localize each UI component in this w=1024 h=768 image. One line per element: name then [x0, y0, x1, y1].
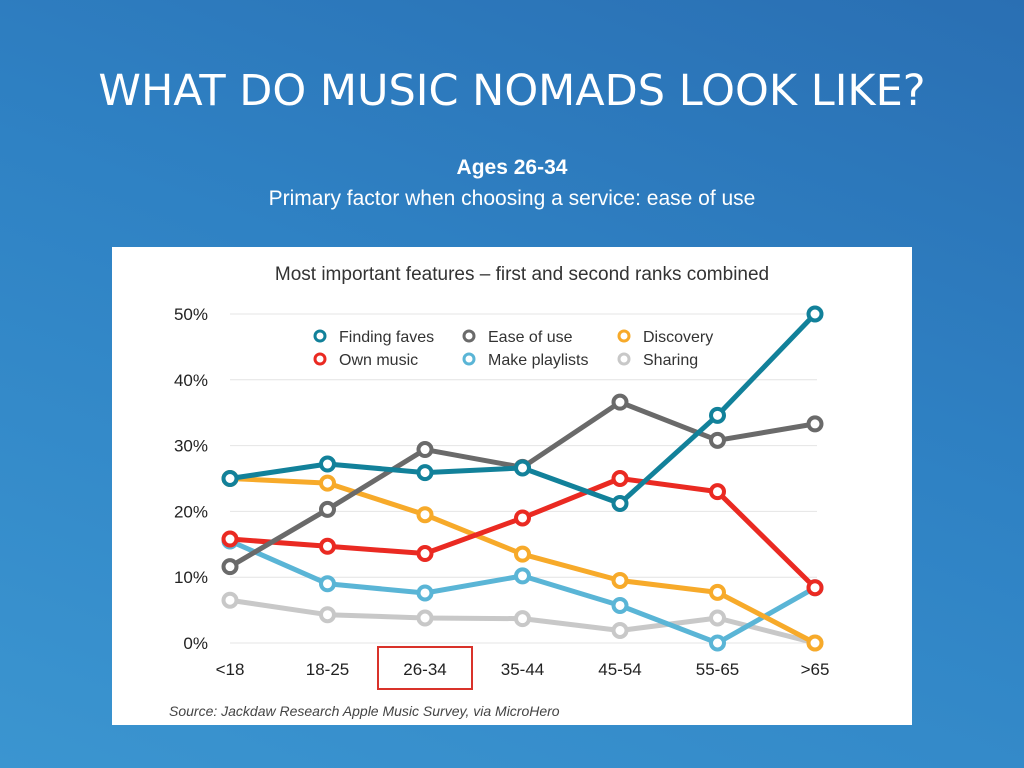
y-tick-label: 10%	[174, 568, 208, 587]
highlight-layer	[377, 646, 473, 690]
series-discovery	[221, 470, 824, 652]
legend-marker	[313, 352, 327, 366]
legend-item-own-music: Own music	[313, 352, 418, 369]
data-point-discovery	[319, 474, 336, 492]
chart-panel: Most important features – first and seco…	[112, 247, 912, 725]
legend-marker	[462, 329, 476, 343]
series-finding-faves	[221, 305, 824, 513]
highlight-box	[377, 646, 473, 690]
data-point-discovery	[416, 506, 434, 524]
data-point-own-music	[611, 470, 629, 487]
legend-item-ease-of-use: Ease of use	[462, 329, 573, 346]
chart-title: Most important features – first and seco…	[275, 264, 769, 285]
data-point-finding-faves	[806, 305, 824, 323]
data-point-make-playlists	[709, 634, 726, 652]
y-tick-label: 0%	[183, 634, 208, 653]
data-point-sharing	[319, 606, 336, 624]
data-point-sharing	[709, 609, 726, 627]
data-point-own-music	[709, 483, 726, 501]
data-point-sharing	[611, 621, 629, 639]
data-point-ease-of-use	[416, 441, 434, 459]
y-tick-label: 40%	[174, 371, 208, 390]
legend-item-sharing: Sharing	[617, 352, 698, 369]
series-layer	[221, 305, 824, 652]
y-axis-ticks: 0% 10% 20% 30% 40% 50%	[174, 305, 208, 653]
data-point-sharing	[416, 609, 434, 627]
data-point-own-music	[221, 530, 239, 548]
legend-label: Finding faves	[339, 329, 434, 346]
y-tick-label: 20%	[174, 502, 208, 521]
data-point-finding-faves	[416, 464, 434, 482]
legend-marker	[462, 352, 476, 366]
series-own-music	[221, 470, 824, 597]
data-point-make-playlists	[611, 596, 629, 614]
data-point-finding-faves	[611, 495, 629, 513]
x-tick-label: <18	[216, 660, 245, 679]
data-point-discovery	[806, 634, 824, 652]
x-tick-label: 26-34	[403, 660, 446, 679]
data-point-finding-faves	[221, 470, 239, 487]
x-axis-ticks: <18 18-25 26-34 35-44 45-54 55-65 >65	[216, 660, 830, 679]
legend-marker	[617, 329, 631, 343]
data-point-own-music	[416, 545, 434, 563]
data-point-sharing	[514, 610, 531, 628]
legend-item-make-playlists: Make playlists	[462, 352, 588, 369]
x-tick-label: 55-65	[696, 660, 739, 679]
slide-subtitle-age: Ages 26-34	[456, 156, 568, 179]
x-tick-label: 35-44	[501, 660, 544, 679]
legend-marker	[617, 352, 631, 366]
x-tick-label: 45-54	[598, 660, 641, 679]
data-point-make-playlists	[319, 575, 336, 593]
legend-label: Sharing	[643, 352, 698, 369]
data-point-make-playlists	[416, 584, 434, 602]
data-point-discovery	[611, 571, 629, 589]
data-point-sharing	[221, 591, 239, 609]
data-point-own-music	[806, 579, 824, 597]
y-tick-label: 30%	[174, 437, 208, 456]
data-point-ease-of-use	[221, 558, 239, 576]
legend-label: Make playlists	[488, 352, 588, 369]
data-point-own-music	[319, 537, 336, 555]
y-tick-label: 50%	[174, 305, 208, 324]
line-chart: Most important features – first and seco…	[169, 264, 830, 719]
data-point-discovery	[709, 583, 726, 601]
legend-label: Discovery	[643, 329, 713, 346]
data-point-own-music	[514, 509, 531, 527]
x-tick-label: 18-25	[306, 660, 349, 679]
chart-source: Source: Jackdaw Research Apple Music Sur…	[169, 703, 560, 719]
data-point-ease-of-use	[806, 415, 824, 433]
slide-subtitle-factor: Primary factor when choosing a service: …	[268, 187, 756, 210]
legend-item-finding-faves: Finding faves	[313, 329, 434, 346]
legend-marker	[313, 329, 327, 343]
chart-legend: Finding faves Ease of use Discovery Own mus…	[313, 329, 713, 369]
data-point-make-playlists	[514, 567, 531, 585]
data-point-ease-of-use	[709, 431, 726, 449]
data-point-ease-of-use	[319, 500, 336, 518]
data-point-finding-faves	[709, 406, 726, 424]
data-point-finding-faves	[319, 455, 336, 473]
legend-item-discovery: Discovery	[617, 329, 713, 346]
data-point-ease-of-use	[611, 393, 629, 411]
data-point-finding-faves	[514, 459, 531, 477]
x-tick-label: >65	[801, 660, 830, 679]
legend-label: Own music	[339, 352, 418, 369]
slide-title: WHAT DO MUSIC NOMADS LOOK LIKE?	[98, 66, 926, 116]
data-point-discovery	[514, 545, 531, 563]
legend-label: Ease of use	[488, 329, 573, 346]
